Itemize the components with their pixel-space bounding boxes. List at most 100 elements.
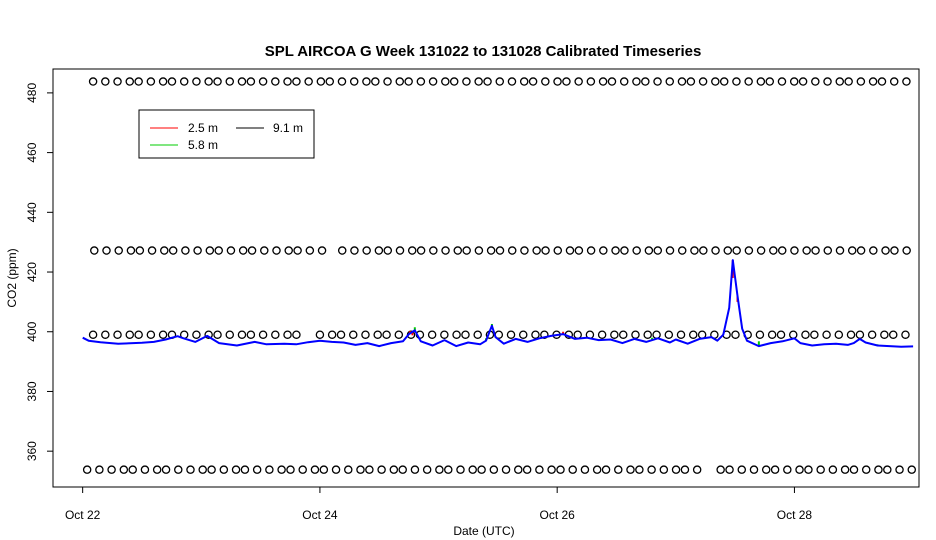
ref-point-1-9 bbox=[193, 246, 202, 255]
ref-point-2-46 bbox=[619, 330, 628, 339]
ref-point-0-38 bbox=[519, 77, 529, 86]
ref-point-1-45 bbox=[611, 246, 620, 255]
ref-point-1-6 bbox=[160, 246, 169, 255]
ref-point-0-14 bbox=[246, 77, 256, 86]
x-tick-label-3: Oct 28 bbox=[777, 508, 813, 522]
ref-point-2-26 bbox=[394, 330, 404, 339]
ref-point-3-22 bbox=[331, 465, 341, 474]
legend-label-5-8m: 5.8 m bbox=[188, 138, 218, 152]
ref-point-1-35 bbox=[495, 246, 505, 255]
ref-point-2-58 bbox=[755, 330, 765, 339]
ref-point-2-52 bbox=[688, 330, 698, 339]
ref-point-3-18 bbox=[286, 465, 295, 474]
ref-point-1-5 bbox=[147, 246, 157, 255]
ref-point-2-51 bbox=[676, 330, 686, 339]
ref-point-1-28 bbox=[416, 246, 426, 255]
ref-point-1-30 bbox=[441, 246, 450, 255]
ref-point-0-40 bbox=[541, 77, 550, 86]
ref-point-1-1 bbox=[102, 246, 111, 255]
ref-point-3-51 bbox=[659, 465, 669, 474]
legend-label-2-5m: 2.5 m bbox=[188, 121, 218, 135]
ref-point-3-47 bbox=[614, 465, 623, 474]
legend-label-9-1m: 9.1 m bbox=[273, 121, 303, 135]
ref-point-2-19 bbox=[315, 330, 325, 339]
ref-point-0-26 bbox=[383, 77, 392, 86]
ref-point-1-0 bbox=[90, 246, 99, 255]
ref-point-2-6 bbox=[158, 330, 168, 339]
ref-point-1-61 bbox=[790, 246, 799, 255]
ref-point-1-40 bbox=[553, 246, 563, 255]
ref-point-3-11 bbox=[207, 465, 216, 474]
ref-point-0-21 bbox=[325, 77, 335, 86]
ref-point-3-33 bbox=[456, 465, 465, 474]
ref-point-3-53 bbox=[680, 465, 690, 474]
ref-point-2-10 bbox=[204, 330, 213, 339]
ref-point-2-0 bbox=[88, 330, 98, 339]
ref-point-3-65 bbox=[828, 465, 838, 474]
ref-point-1-17 bbox=[284, 246, 293, 255]
ref-point-0-10 bbox=[204, 77, 213, 86]
ref-point-2-31 bbox=[452, 330, 461, 339]
ref-point-2-32 bbox=[461, 330, 470, 339]
ref-point-3-6 bbox=[152, 465, 162, 474]
ref-point-0-45 bbox=[598, 77, 608, 86]
ref-point-3-37 bbox=[501, 465, 511, 474]
ref-point-0-63 bbox=[798, 77, 808, 86]
ref-point-2-64 bbox=[822, 330, 831, 339]
ref-point-2-63 bbox=[810, 330, 819, 339]
ref-point-1-46 bbox=[620, 246, 629, 255]
ref-point-3-13 bbox=[231, 465, 241, 474]
ref-point-2-44 bbox=[597, 330, 607, 339]
ref-point-1-54 bbox=[711, 246, 720, 255]
ref-point-0-19 bbox=[304, 77, 313, 86]
y-axis-label: CO2 (ppm) bbox=[5, 248, 19, 307]
ref-point-1-26 bbox=[395, 246, 405, 255]
x-axis: Oct 22 Oct 24 Oct 26 Oct 28 bbox=[65, 487, 812, 522]
ref-point-1-51 bbox=[677, 246, 687, 255]
ref-point-3-36 bbox=[489, 465, 499, 474]
ref-point-3-46 bbox=[601, 465, 611, 474]
ref-point-0-44 bbox=[586, 77, 596, 86]
ref-point-2-61 bbox=[789, 330, 798, 339]
ref-point-0-58 bbox=[744, 77, 753, 86]
ref-point-3-56 bbox=[725, 465, 734, 474]
ref-point-1-16 bbox=[272, 246, 281, 255]
ref-point-1-20 bbox=[317, 246, 327, 255]
ref-point-0-28 bbox=[404, 77, 413, 86]
ref-point-2-69 bbox=[880, 330, 889, 339]
ref-point-3-72 bbox=[907, 465, 917, 474]
ref-point-3-21 bbox=[319, 465, 329, 474]
ref-point-3-26 bbox=[377, 465, 386, 474]
ref-point-3-17 bbox=[277, 465, 286, 474]
reference-points-layer bbox=[82, 77, 917, 474]
ref-point-0-7 bbox=[167, 77, 177, 86]
ref-point-0-59 bbox=[756, 77, 766, 86]
ref-point-0-57 bbox=[732, 77, 741, 86]
ref-point-1-41 bbox=[565, 246, 575, 255]
ref-point-0-33 bbox=[462, 77, 471, 86]
x-tick-label-0: Oct 22 bbox=[65, 508, 101, 522]
ref-point-0-11 bbox=[213, 77, 222, 86]
ref-point-3-43 bbox=[568, 465, 577, 474]
y-tick-label-6: 480 bbox=[25, 83, 39, 103]
ref-point-3-30 bbox=[422, 465, 432, 474]
ref-point-3-70 bbox=[883, 465, 892, 474]
ref-point-0-49 bbox=[641, 77, 650, 86]
ref-point-1-15 bbox=[260, 246, 269, 255]
y-tick-label-5: 460 bbox=[25, 142, 39, 162]
ref-point-0-8 bbox=[179, 77, 189, 86]
ref-point-3-39 bbox=[522, 465, 532, 474]
ref-point-0-20 bbox=[316, 77, 326, 86]
ref-point-0-65 bbox=[823, 77, 832, 86]
ref-point-2-20 bbox=[327, 330, 337, 339]
ref-point-0-70 bbox=[877, 77, 887, 86]
ref-point-0-34 bbox=[474, 77, 483, 86]
ref-point-3-23 bbox=[344, 465, 353, 474]
ref-point-0-6 bbox=[158, 77, 168, 86]
ref-point-0-43 bbox=[574, 77, 583, 86]
ref-point-1-43 bbox=[586, 246, 596, 255]
ref-point-1-69 bbox=[881, 246, 890, 255]
ref-point-0-27 bbox=[395, 77, 405, 86]
ref-point-1-57 bbox=[744, 246, 754, 255]
